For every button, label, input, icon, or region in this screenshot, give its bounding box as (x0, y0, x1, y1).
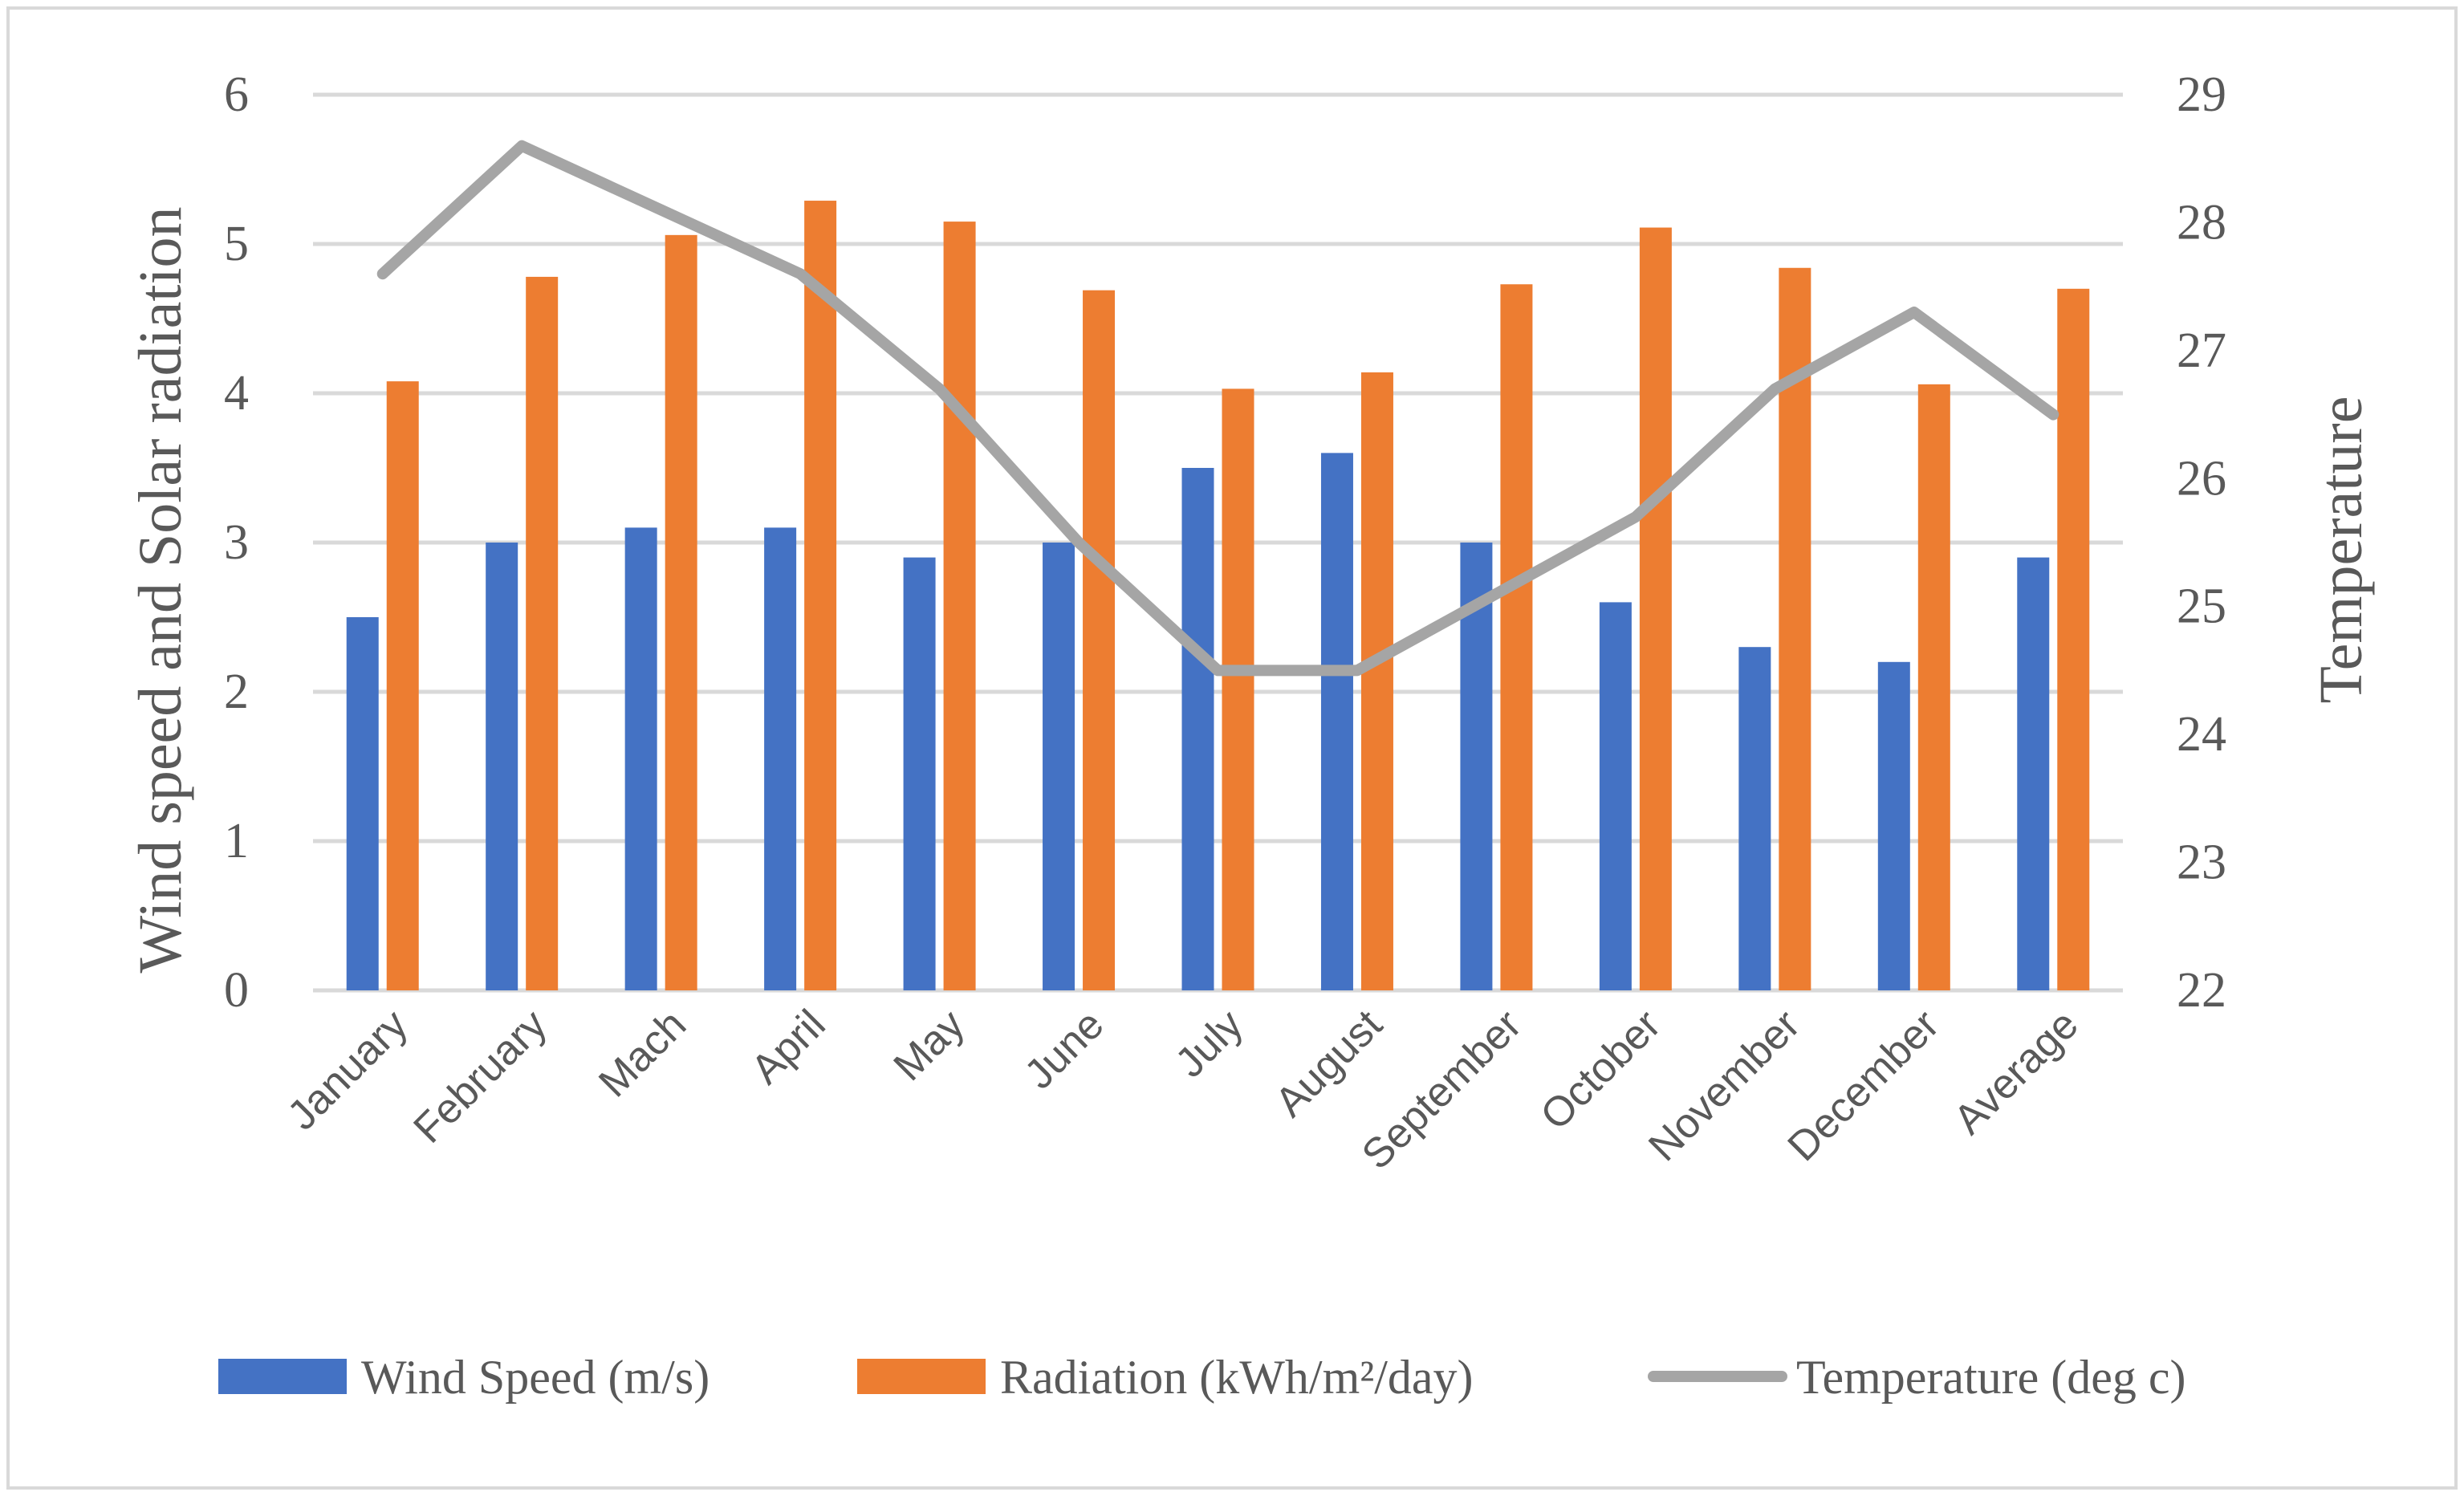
legend-swatch (857, 1359, 986, 1394)
bar-wind-speed (1599, 602, 1632, 990)
bar-wind-speed (764, 527, 797, 990)
y-tick-label: 2 (224, 665, 249, 719)
y2-axis-title: Temperature (2307, 396, 2375, 704)
bar-radiation (1360, 372, 1393, 991)
legend-radiation: Radiation (kWh/m²/day) (857, 1351, 1474, 1404)
bar-wind-speed (1043, 543, 1075, 990)
bar-radiation (804, 201, 837, 990)
legend-label: Wind Speed (m/s) (361, 1351, 710, 1404)
y2-tick-label: 22 (2177, 963, 2226, 1018)
legend-label: Radiation (kWh/m²/day) (1000, 1351, 1474, 1404)
legend-wind-speed: Wind Speed (m/s) (218, 1351, 710, 1404)
y-tick-label: 6 (224, 67, 249, 122)
y2-tick-label: 25 (2177, 579, 2226, 634)
legend-label: Temperature (deg c) (1796, 1351, 2186, 1404)
bar-wind-speed (1460, 543, 1493, 990)
bar-radiation (1500, 284, 1533, 991)
bar-wind-speed (903, 557, 936, 990)
y2-tick-label: 28 (2177, 195, 2226, 250)
y-tick-label: 1 (224, 814, 249, 868)
bar-wind-speed (1877, 661, 1910, 990)
bar-wind-speed (486, 543, 518, 990)
bar-radiation (665, 234, 697, 991)
legend-temperature: Temperature (deg c) (1648, 1351, 2186, 1404)
y2-tick-label: 24 (2177, 707, 2226, 762)
bar-wind-speed (1181, 468, 1214, 990)
legend: Wind Speed (m/s) Radiation (kWh/m²/day) Te… (218, 1351, 2186, 1404)
y2-tick-label: 23 (2177, 835, 2226, 890)
bar-wind-speed (346, 617, 379, 990)
bar-radiation (1639, 227, 1672, 990)
temperature-line (376, 140, 2059, 677)
y2-tick-label: 29 (2177, 67, 2226, 122)
legend-swatch (218, 1359, 347, 1394)
y-tick-label: 3 (224, 515, 249, 570)
bar-wind-speed (1738, 647, 1771, 990)
bar-wind-speed (2017, 557, 2050, 990)
bar-radiation (1222, 388, 1254, 990)
bar-radiation (1083, 290, 1116, 990)
y-axis-title: Wind speed and Solar radiation (127, 206, 194, 973)
y2-tick-label: 27 (2177, 323, 2226, 378)
bar-radiation (386, 381, 419, 990)
y-tick-label: 5 (224, 217, 249, 271)
bar-radiation (2057, 288, 2090, 990)
bar-radiation (1917, 384, 1950, 991)
y-tick-label: 0 (224, 963, 249, 1018)
y2-tick-label: 26 (2177, 451, 2226, 506)
bar-radiation (943, 222, 976, 991)
bar-radiation (526, 276, 559, 990)
y-tick-label: 4 (224, 366, 249, 421)
bar-wind-speed (624, 527, 657, 990)
bar-wind-speed (1320, 453, 1353, 990)
